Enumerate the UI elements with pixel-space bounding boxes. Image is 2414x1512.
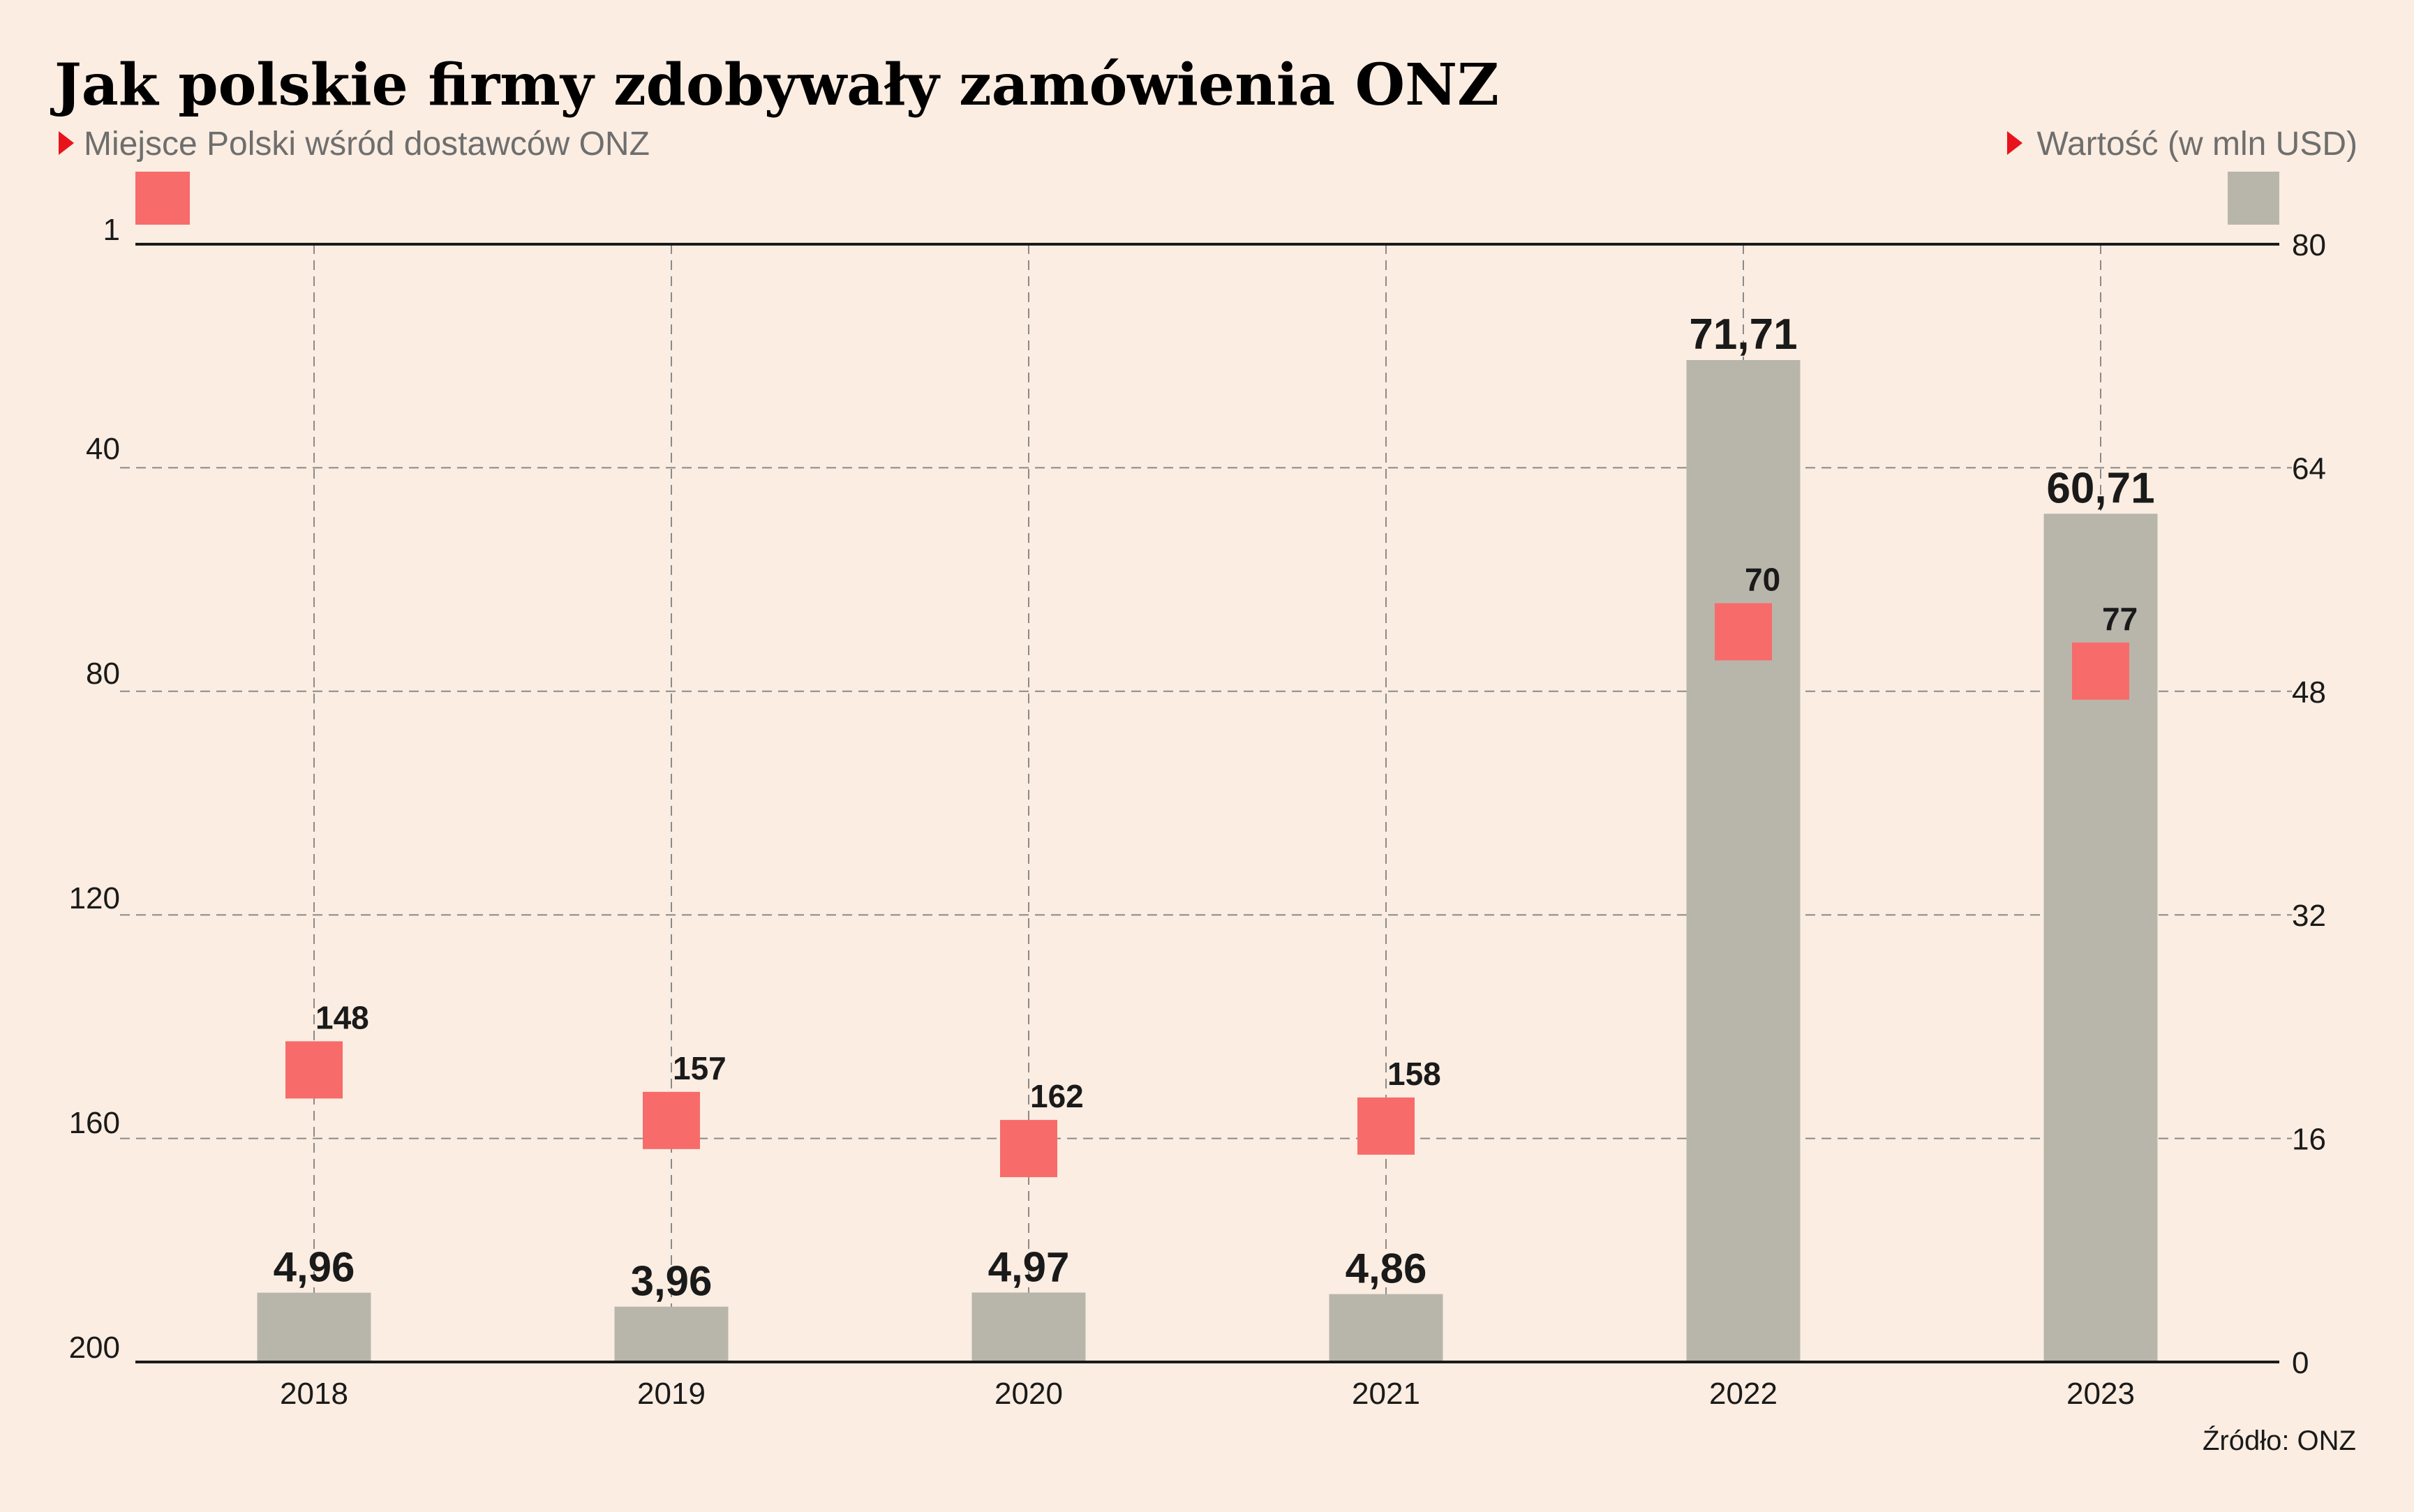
left-axis-tick-label: 1 bbox=[103, 213, 120, 247]
bar-value-label: 4,97 bbox=[988, 1243, 1070, 1290]
x-axis-tick-label: 2023 bbox=[2066, 1377, 2135, 1411]
rank-marker bbox=[1357, 1097, 1415, 1155]
right-axis-tick-label: 0 bbox=[2292, 1346, 2309, 1380]
right-axis-tick-label: 48 bbox=[2292, 675, 2326, 710]
left-axis-tick-label: 40 bbox=[86, 432, 120, 466]
bar-value-label: 4,96 bbox=[274, 1244, 355, 1291]
bar bbox=[1686, 360, 1801, 1362]
bar bbox=[257, 1292, 371, 1362]
left-axis-tick-label: 120 bbox=[69, 881, 120, 915]
x-axis-tick-label: 2021 bbox=[1352, 1377, 1420, 1411]
bar-value-label: 71,71 bbox=[1689, 310, 1797, 359]
rank-marker bbox=[643, 1091, 700, 1149]
rank-value-label: 157 bbox=[673, 1050, 727, 1086]
x-axis-tick-label: 2019 bbox=[637, 1377, 706, 1411]
rank-value-label: 77 bbox=[2102, 601, 2138, 637]
rank-marker bbox=[2072, 642, 2129, 700]
left-axis-tick-label: 160 bbox=[69, 1106, 120, 1140]
bar bbox=[2043, 514, 2158, 1362]
rank-marker bbox=[1715, 603, 1772, 661]
bar-series: 4,96 3,96 4,97 4,86 71,71 60,71 bbox=[257, 310, 2158, 1362]
chart-title: Jak polskie firmy zdobywały zamówienia O… bbox=[50, 52, 1499, 119]
legend-value-swatch bbox=[2228, 172, 2279, 225]
bar bbox=[971, 1292, 1086, 1362]
legend-rank-swatch bbox=[135, 172, 190, 225]
left-axis-tick-label: 200 bbox=[69, 1331, 120, 1365]
rank-marker bbox=[285, 1041, 343, 1099]
legend-rank-label: Miejsce Polski wśród dostawców ONZ bbox=[84, 126, 650, 163]
bar bbox=[614, 1306, 729, 1362]
source-note: Źródło: ONZ bbox=[2203, 1425, 2356, 1456]
left-axis-tick-label: 80 bbox=[86, 657, 120, 691]
bar-value-label: 4,86 bbox=[1346, 1245, 1427, 1292]
x-axis-tick-label: 2020 bbox=[994, 1377, 1063, 1411]
bar-value-label: 60,71 bbox=[2046, 464, 2154, 512]
axes: 1 40 80 120 160 200 0 16 32 48 64 80 2018 2019 2020 202… bbox=[69, 213, 2326, 1411]
right-axis-tick-label: 16 bbox=[2292, 1123, 2326, 1157]
right-axis-tick-label: 64 bbox=[2292, 451, 2326, 486]
rank-value-label: 162 bbox=[1030, 1078, 1084, 1114]
x-axis-tick-label: 2018 bbox=[280, 1377, 348, 1411]
x-axis-tick-label: 2022 bbox=[1709, 1377, 1778, 1411]
rank-marker bbox=[1000, 1120, 1057, 1178]
rank-value-label: 148 bbox=[315, 999, 369, 1035]
marker-series: 148 157 162 158 70 77 bbox=[285, 561, 2138, 1178]
legend-value-label: Wartość (w mln USD) bbox=[2036, 126, 2357, 163]
bar bbox=[1329, 1294, 1443, 1362]
legend-rank-arrow-icon bbox=[59, 131, 74, 155]
rank-value-label: 158 bbox=[1387, 1056, 1441, 1092]
legend-value-arrow-icon bbox=[2007, 131, 2022, 155]
rank-value-label: 70 bbox=[1745, 561, 1780, 597]
bar-value-label: 3,96 bbox=[631, 1258, 713, 1305]
right-axis-tick-label: 32 bbox=[2292, 899, 2326, 933]
right-axis-tick-label: 80 bbox=[2292, 228, 2326, 262]
